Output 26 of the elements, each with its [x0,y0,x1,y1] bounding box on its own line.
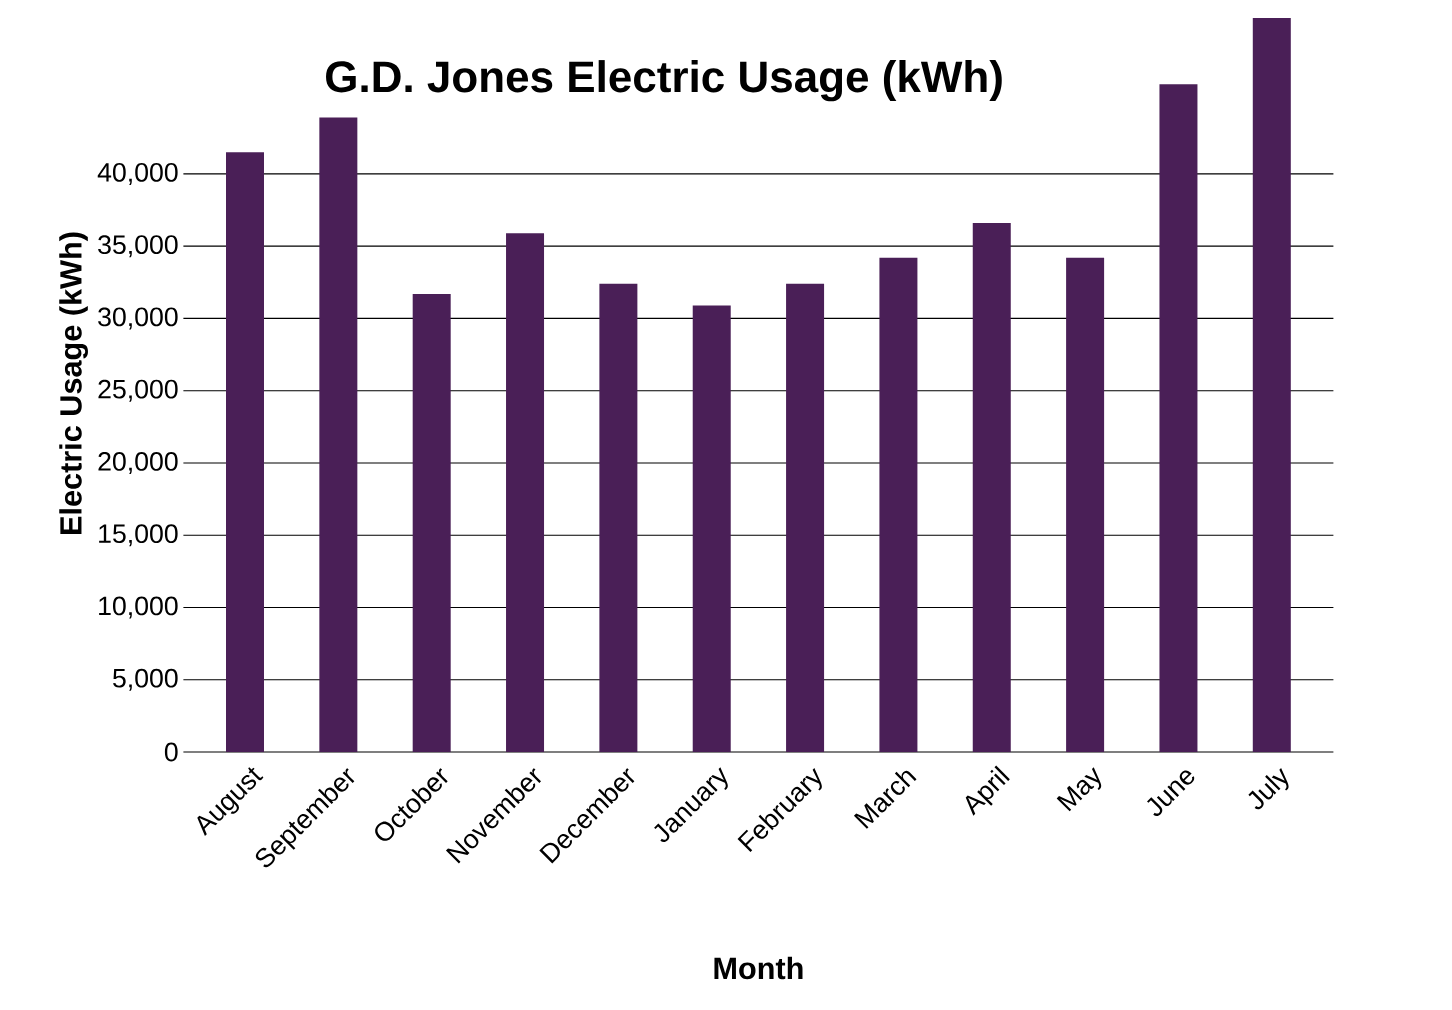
bar [786,283,825,752]
y-tick-label: 35,000 [98,235,178,258]
y-axis-title: Electric Usage (kWh) [59,232,88,534]
bar [1159,84,1198,752]
y-tick-label: 20,000 [98,451,178,474]
text: G.D. Jones Electric Usage (kWh) [326,60,1002,102]
y-tick-label: 5,000 [113,668,178,691]
y-tick-label: 15,000 [99,524,178,547]
y-tick-label: 30,000 [98,307,178,330]
bar [226,152,264,752]
x-axis-title: Month [714,956,803,980]
bar [1252,17,1291,752]
bar [412,293,451,752]
y-tick-label: 25,000 [98,379,178,402]
x-tick-label: May [1056,767,1102,812]
bar [506,233,545,752]
x-tick-label: July [1248,768,1289,810]
bar [319,117,358,752]
bar [692,305,731,752]
bar [599,283,638,752]
y-tick-label: 0 [164,742,178,762]
y-tick-label: 40,000 [97,162,178,185]
y-tick-label: 10,000 [99,596,178,619]
bar [1066,257,1105,752]
bar [879,257,918,752]
bar [972,223,1011,752]
